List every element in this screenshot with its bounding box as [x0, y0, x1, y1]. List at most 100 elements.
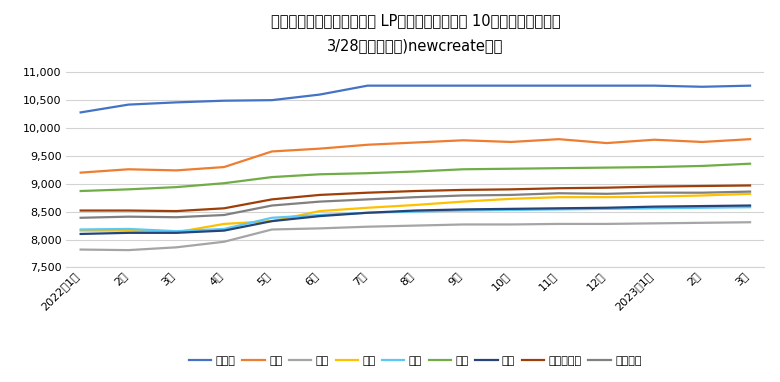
東北 [506, 140, 516, 144]
九州・沖縄 [602, 185, 612, 190]
近畿 [410, 209, 420, 214]
中部 [363, 206, 372, 210]
全国平均 [124, 214, 133, 219]
東北 [554, 137, 563, 141]
中部 [410, 203, 420, 207]
全国平均 [315, 199, 324, 204]
関東 [268, 227, 277, 232]
中部 [124, 228, 133, 233]
中部 [172, 230, 181, 235]
東北 [650, 138, 659, 142]
Legend: 北海道, 東北, 関東, 中部, 近畿, 中国, 四国, 九州・沖縄, 全国平均: 北海道, 東北, 関東, 中部, 近畿, 中国, 四国, 九州・沖縄, 全国平均 [185, 351, 646, 370]
近畿 [219, 227, 229, 231]
近畿 [363, 210, 372, 215]
北海道 [124, 102, 133, 107]
北海道 [506, 83, 516, 88]
中国 [602, 165, 612, 170]
北海道 [554, 83, 563, 88]
関東 [76, 247, 85, 252]
四国 [554, 206, 563, 210]
中国 [410, 169, 420, 174]
九州・沖縄 [410, 189, 420, 193]
中国 [268, 175, 277, 180]
東北 [124, 167, 133, 172]
近畿 [315, 213, 324, 217]
東北 [268, 149, 277, 154]
北海道 [410, 83, 420, 88]
北海道 [363, 83, 372, 88]
近畿 [124, 227, 133, 231]
中部 [268, 219, 277, 223]
九州・沖縄 [746, 183, 755, 188]
中部 [602, 195, 612, 199]
中国 [506, 167, 516, 171]
北海道 [650, 83, 659, 88]
四国 [697, 204, 707, 208]
Title: エネ研・石油情報センター LPガス平均小売価格 10㎥使用時の請求額
3/28時点　（株)newcreate作成: エネ研・石油情報センター LPガス平均小売価格 10㎥使用時の請求額 3/28時… [271, 13, 560, 53]
近畿 [697, 206, 707, 210]
四国 [76, 231, 85, 236]
中国 [219, 181, 229, 186]
中部 [76, 228, 85, 233]
Line: 四国: 四国 [80, 206, 750, 234]
全国平均 [172, 215, 181, 220]
関東 [410, 223, 420, 228]
九州・沖縄 [506, 187, 516, 192]
北海道 [76, 110, 85, 115]
四国 [219, 228, 229, 233]
全国平均 [219, 213, 229, 217]
四国 [315, 214, 324, 219]
東北 [602, 141, 612, 146]
近畿 [746, 205, 755, 209]
全国平均 [746, 189, 755, 194]
関東 [650, 221, 659, 226]
北海道 [459, 83, 468, 88]
中国 [554, 166, 563, 170]
全国平均 [410, 195, 420, 199]
中部 [315, 209, 324, 214]
九州・沖縄 [315, 193, 324, 197]
関東 [172, 245, 181, 249]
全国平均 [506, 193, 516, 197]
北海道 [315, 92, 324, 97]
四国 [124, 231, 133, 235]
Line: 関東: 関東 [80, 222, 750, 250]
九州・沖縄 [554, 186, 563, 191]
九州・沖縄 [76, 208, 85, 213]
中部 [506, 196, 516, 201]
東北 [76, 170, 85, 175]
東北 [172, 168, 181, 173]
中国 [172, 185, 181, 189]
九州・沖縄 [172, 209, 181, 214]
四国 [506, 207, 516, 211]
Line: 全国平均: 全国平均 [80, 192, 750, 218]
関東 [315, 226, 324, 231]
東北 [219, 165, 229, 169]
全国平均 [459, 193, 468, 198]
中部 [554, 195, 563, 199]
四国 [172, 231, 181, 235]
中国 [746, 162, 755, 166]
全国平均 [76, 215, 85, 220]
Line: 九州・沖縄: 九州・沖縄 [80, 185, 750, 211]
九州・沖縄 [124, 208, 133, 213]
Line: 中国: 中国 [80, 164, 750, 191]
四国 [602, 206, 612, 210]
東北 [410, 140, 420, 145]
関東 [697, 220, 707, 225]
近畿 [172, 229, 181, 233]
近畿 [554, 207, 563, 212]
Line: 近畿: 近畿 [80, 207, 750, 231]
四国 [363, 210, 372, 215]
九州・沖縄 [697, 184, 707, 188]
中国 [459, 167, 468, 172]
四国 [746, 203, 755, 208]
東北 [697, 140, 707, 144]
関東 [746, 220, 755, 225]
九州・沖縄 [363, 190, 372, 195]
近畿 [650, 206, 659, 210]
北海道 [602, 83, 612, 88]
北海道 [746, 83, 755, 88]
北海道 [219, 99, 229, 103]
近畿 [76, 227, 85, 232]
